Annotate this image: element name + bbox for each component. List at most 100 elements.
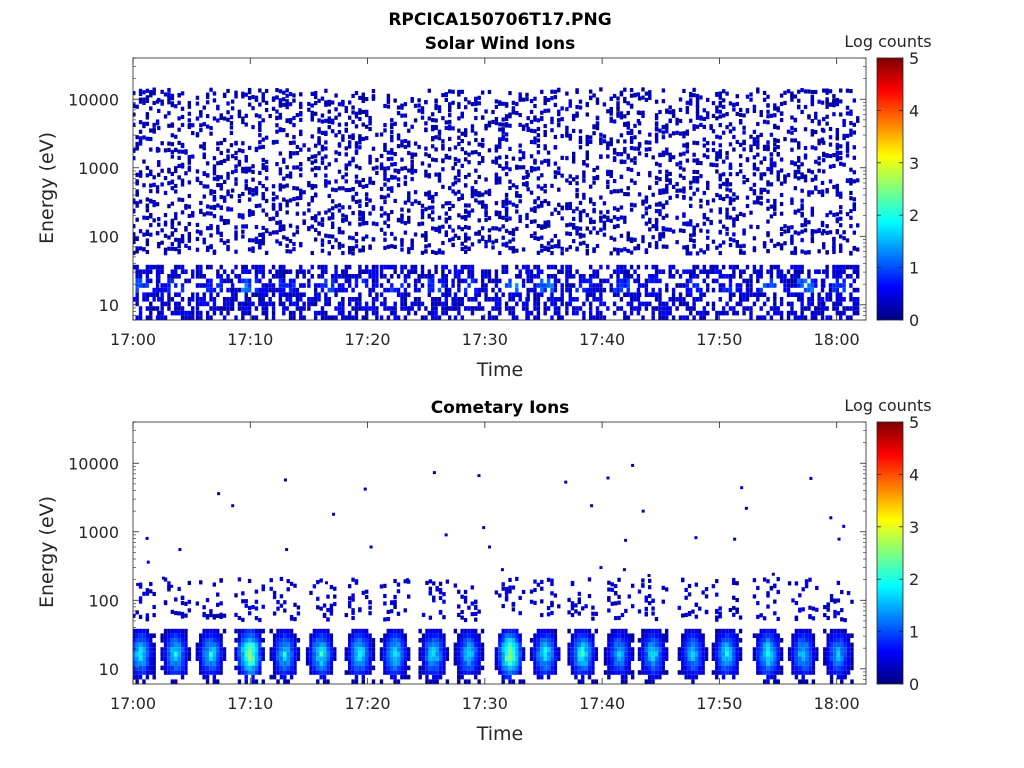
sw-high-energy-cell bbox=[313, 237, 318, 242]
y-tick-label: 1000 bbox=[78, 159, 119, 178]
sw-high-energy-cell bbox=[170, 96, 175, 101]
sw-high-energy-cell bbox=[752, 172, 757, 177]
sw-high-energy-cell bbox=[244, 167, 248, 173]
sw-high-energy-cell bbox=[752, 162, 757, 167]
com-core-cell bbox=[170, 670, 175, 675]
sw-high-energy-cell bbox=[299, 110, 303, 116]
sw-low-energy-cell bbox=[302, 269, 306, 274]
com-core-cell bbox=[149, 642, 153, 648]
sw-low-energy-cell bbox=[735, 310, 739, 316]
sw-high-energy-cell bbox=[285, 101, 289, 107]
sw-low-energy-cell bbox=[292, 315, 296, 320]
sw-high-energy-cell bbox=[371, 88, 376, 94]
sw-high-energy-cell bbox=[209, 226, 213, 231]
sw-high-energy-cell bbox=[759, 172, 763, 177]
com-core-cell bbox=[184, 670, 188, 675]
com-core-cell bbox=[258, 647, 262, 652]
sw-high-energy-cell bbox=[592, 201, 596, 207]
sw-low-energy-cell bbox=[779, 301, 784, 307]
sw-high-energy-cell bbox=[543, 221, 547, 226]
sw-low-energy-cell bbox=[474, 306, 478, 311]
sw-low-energy-cell bbox=[354, 274, 359, 279]
sw-high-energy-cell bbox=[702, 143, 707, 148]
sw-low-energy-cell bbox=[470, 310, 475, 316]
sw-high-energy-cell bbox=[685, 109, 690, 115]
sw-high-energy-cell bbox=[470, 124, 475, 129]
sw-low-energy-cell bbox=[205, 310, 210, 316]
sw-high-energy-cell bbox=[609, 111, 613, 116]
sw-high-energy-cell bbox=[636, 246, 641, 251]
com-core-cell bbox=[209, 638, 213, 643]
sw-high-energy-cell bbox=[756, 139, 760, 144]
sw-low-energy-cell bbox=[526, 278, 530, 284]
sw-high-energy-cell bbox=[354, 174, 359, 179]
sw-high-energy-cell bbox=[463, 132, 468, 138]
sw-high-energy-cell bbox=[390, 244, 394, 249]
com-tail-cell bbox=[145, 591, 150, 596]
sw-high-energy-cell bbox=[728, 101, 733, 106]
sw-high-energy-cell bbox=[484, 126, 488, 131]
sw-high-energy-cell bbox=[839, 99, 843, 104]
sw-low-energy-cell bbox=[742, 306, 746, 311]
sw-high-energy-cell bbox=[571, 116, 576, 122]
sw-high-energy-cell bbox=[268, 231, 272, 236]
sw-high-energy-cell bbox=[810, 118, 815, 124]
sw-high-energy-cell bbox=[295, 151, 300, 156]
sw-high-energy-cell bbox=[463, 183, 468, 188]
sw-high-energy-cell bbox=[609, 235, 613, 240]
sw-high-energy-cell bbox=[129, 250, 132, 254]
sw-high-energy-cell bbox=[648, 242, 652, 247]
sw-low-energy-cell bbox=[776, 310, 780, 316]
sw-high-energy-cell bbox=[661, 152, 666, 157]
sw-low-energy-cell bbox=[271, 306, 276, 311]
sw-low-energy-cell bbox=[699, 315, 703, 320]
sw-high-energy-cell bbox=[327, 125, 331, 130]
sw-low-energy-cell bbox=[560, 315, 564, 320]
sw-low-energy-cell bbox=[375, 292, 379, 297]
sw-low-energy-cell bbox=[543, 301, 547, 307]
sw-low-energy-cell bbox=[264, 283, 269, 288]
sw-high-energy-cell bbox=[431, 144, 435, 149]
sw-high-energy-cell bbox=[759, 112, 763, 118]
sw-high-energy-cell bbox=[682, 134, 686, 139]
sw-high-energy-cell bbox=[641, 95, 645, 100]
sw-low-energy-cell bbox=[135, 297, 139, 302]
sw-low-energy-cell bbox=[275, 287, 279, 293]
sw-high-energy-cell bbox=[560, 216, 564, 221]
sw-high-energy-cell bbox=[759, 176, 763, 181]
sw-high-energy-cell bbox=[845, 238, 850, 243]
sw-low-energy-cell bbox=[786, 278, 791, 284]
com-core-cell bbox=[135, 674, 139, 680]
sw-high-energy-cell bbox=[606, 217, 610, 223]
com-tail-cell bbox=[195, 601, 200, 606]
sw-high-energy-cell bbox=[822, 117, 826, 122]
sw-low-energy-cell bbox=[191, 315, 195, 320]
sw-high-energy-cell bbox=[654, 226, 659, 231]
sw-high-energy-cell bbox=[852, 179, 857, 184]
sw-high-energy-cell bbox=[779, 93, 784, 98]
sw-high-energy-cell bbox=[501, 127, 505, 132]
sw-high-energy-cell bbox=[533, 117, 537, 122]
sw-low-energy-cell bbox=[749, 292, 753, 297]
sw-high-energy-cell bbox=[616, 104, 620, 109]
sw-high-energy-cell bbox=[602, 201, 607, 206]
sw-high-energy-cell bbox=[310, 224, 314, 229]
sw-high-energy-cell bbox=[354, 90, 359, 96]
sw-high-energy-cell bbox=[241, 141, 245, 146]
sw-high-energy-cell bbox=[540, 243, 544, 249]
sw-high-energy-cell bbox=[668, 105, 672, 110]
sw-low-energy-cell bbox=[692, 269, 696, 274]
com-core-cell bbox=[163, 656, 168, 661]
sw-high-energy-cell bbox=[612, 147, 617, 153]
com-core-cell bbox=[160, 647, 164, 652]
sw-low-energy-cell bbox=[749, 278, 753, 284]
sw-high-energy-cell bbox=[371, 96, 376, 101]
sw-high-energy-cell bbox=[644, 195, 649, 200]
com-core-cell bbox=[142, 661, 146, 666]
sw-low-energy-cell bbox=[467, 297, 471, 302]
sw-high-energy-cell bbox=[460, 147, 464, 152]
com-core-cell bbox=[135, 679, 139, 684]
sw-low-energy-cell bbox=[776, 264, 780, 270]
sw-high-energy-cell bbox=[793, 230, 798, 235]
sw-low-energy-cell bbox=[536, 310, 541, 316]
